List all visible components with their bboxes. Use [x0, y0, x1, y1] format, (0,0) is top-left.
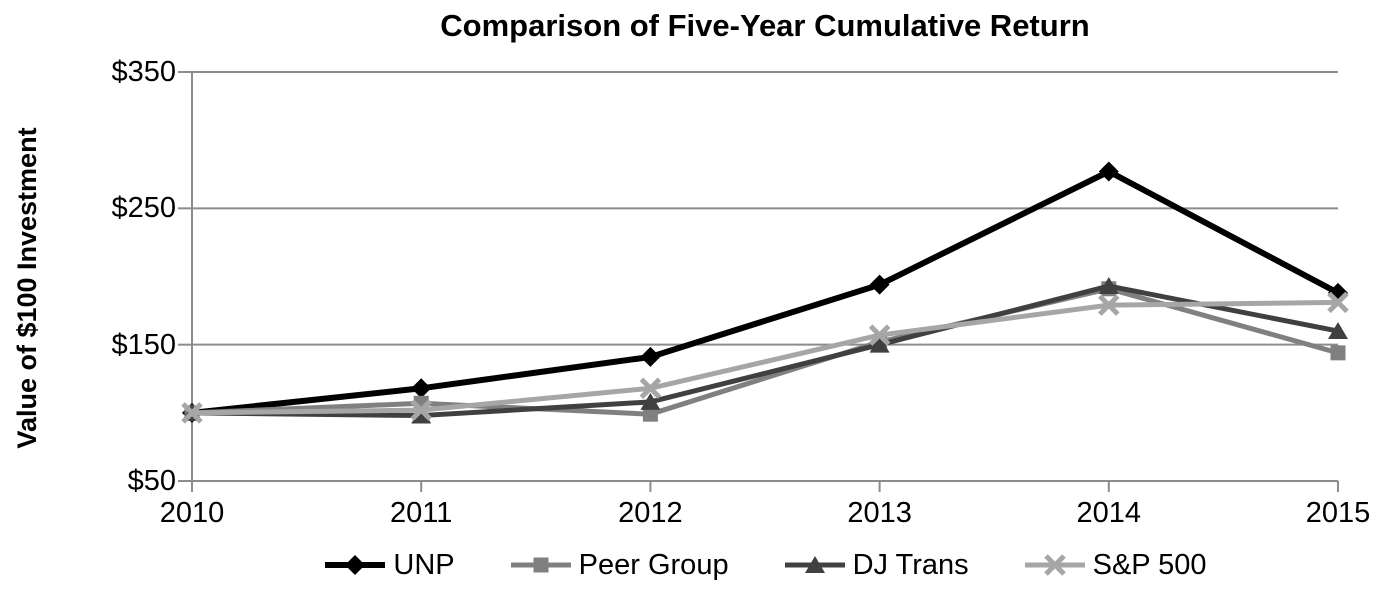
legend-item-peer-group: Peer Group	[509, 549, 729, 582]
y-axis-tick-label: $50	[127, 465, 176, 497]
series-line	[191, 168, 1340, 416]
series-line	[191, 299, 1339, 416]
x-axis-tick-label: 2011	[390, 497, 453, 529]
square-marker	[642, 406, 658, 422]
legend-item-dj-trans: DJ Trans	[783, 549, 969, 582]
y-axis-tick-label: $150	[111, 328, 176, 361]
y-axis-tick-label: $250	[111, 192, 176, 225]
x-marker	[1327, 291, 1349, 314]
x-marker	[1043, 554, 1066, 576]
x-legend-swatch-icon	[1024, 554, 1085, 576]
series-s-p-500	[181, 291, 1349, 424]
legend-item-unp: UNP	[323, 548, 455, 582]
x-marker	[639, 377, 662, 400]
x-axis-tick-label: 2013	[847, 497, 912, 529]
diamond-legend-swatch-icon	[325, 555, 386, 575]
square-marker	[533, 557, 549, 573]
diamond-marker	[345, 555, 366, 575]
x-marker	[868, 324, 891, 346]
triangle-marker	[869, 335, 890, 353]
legend-label: Peer Group	[578, 548, 729, 581]
x-axis-tick-label: 2012	[618, 497, 683, 529]
series-line	[191, 283, 1339, 419]
diamond-marker	[411, 378, 432, 399]
x-axis-tick-label: 2015	[1305, 497, 1371, 529]
legend-label: S&P 500	[1092, 548, 1207, 581]
triangle-marker	[1328, 322, 1348, 340]
legend-label: UNP	[393, 548, 455, 581]
triangle-marker	[804, 556, 825, 573]
series-dj-trans	[182, 277, 1348, 424]
square-legend-swatch-icon	[510, 557, 571, 573]
series-unp	[182, 161, 1348, 423]
diamond-marker	[1098, 161, 1119, 182]
triangle-marker	[411, 406, 432, 424]
legend-label: DJ Trans	[852, 548, 969, 581]
x-axis-tick-label: 2010	[159, 497, 225, 529]
x-marker	[181, 402, 203, 424]
triangle-legend-swatch-icon	[784, 556, 845, 573]
diamond-marker	[869, 274, 890, 295]
x-marker	[1098, 294, 1120, 316]
legend-item-s-p-500: S&P 500	[1023, 549, 1207, 582]
triangle-marker	[1098, 277, 1119, 295]
triangle-marker	[640, 392, 661, 410]
square-marker	[1330, 345, 1346, 361]
diamond-marker	[640, 346, 661, 367]
series-line	[191, 286, 1339, 417]
x-marker	[410, 399, 432, 421]
y-axis-tick-label: $350	[111, 56, 176, 88]
legend: UNP Peer Group DJ Trans S&P 500	[192, 541, 1338, 589]
chart-title: Comparison of Five-Year Cumulative Retur…	[440, 8, 1090, 43]
x-axis-tick-label: 2014	[1076, 497, 1142, 529]
